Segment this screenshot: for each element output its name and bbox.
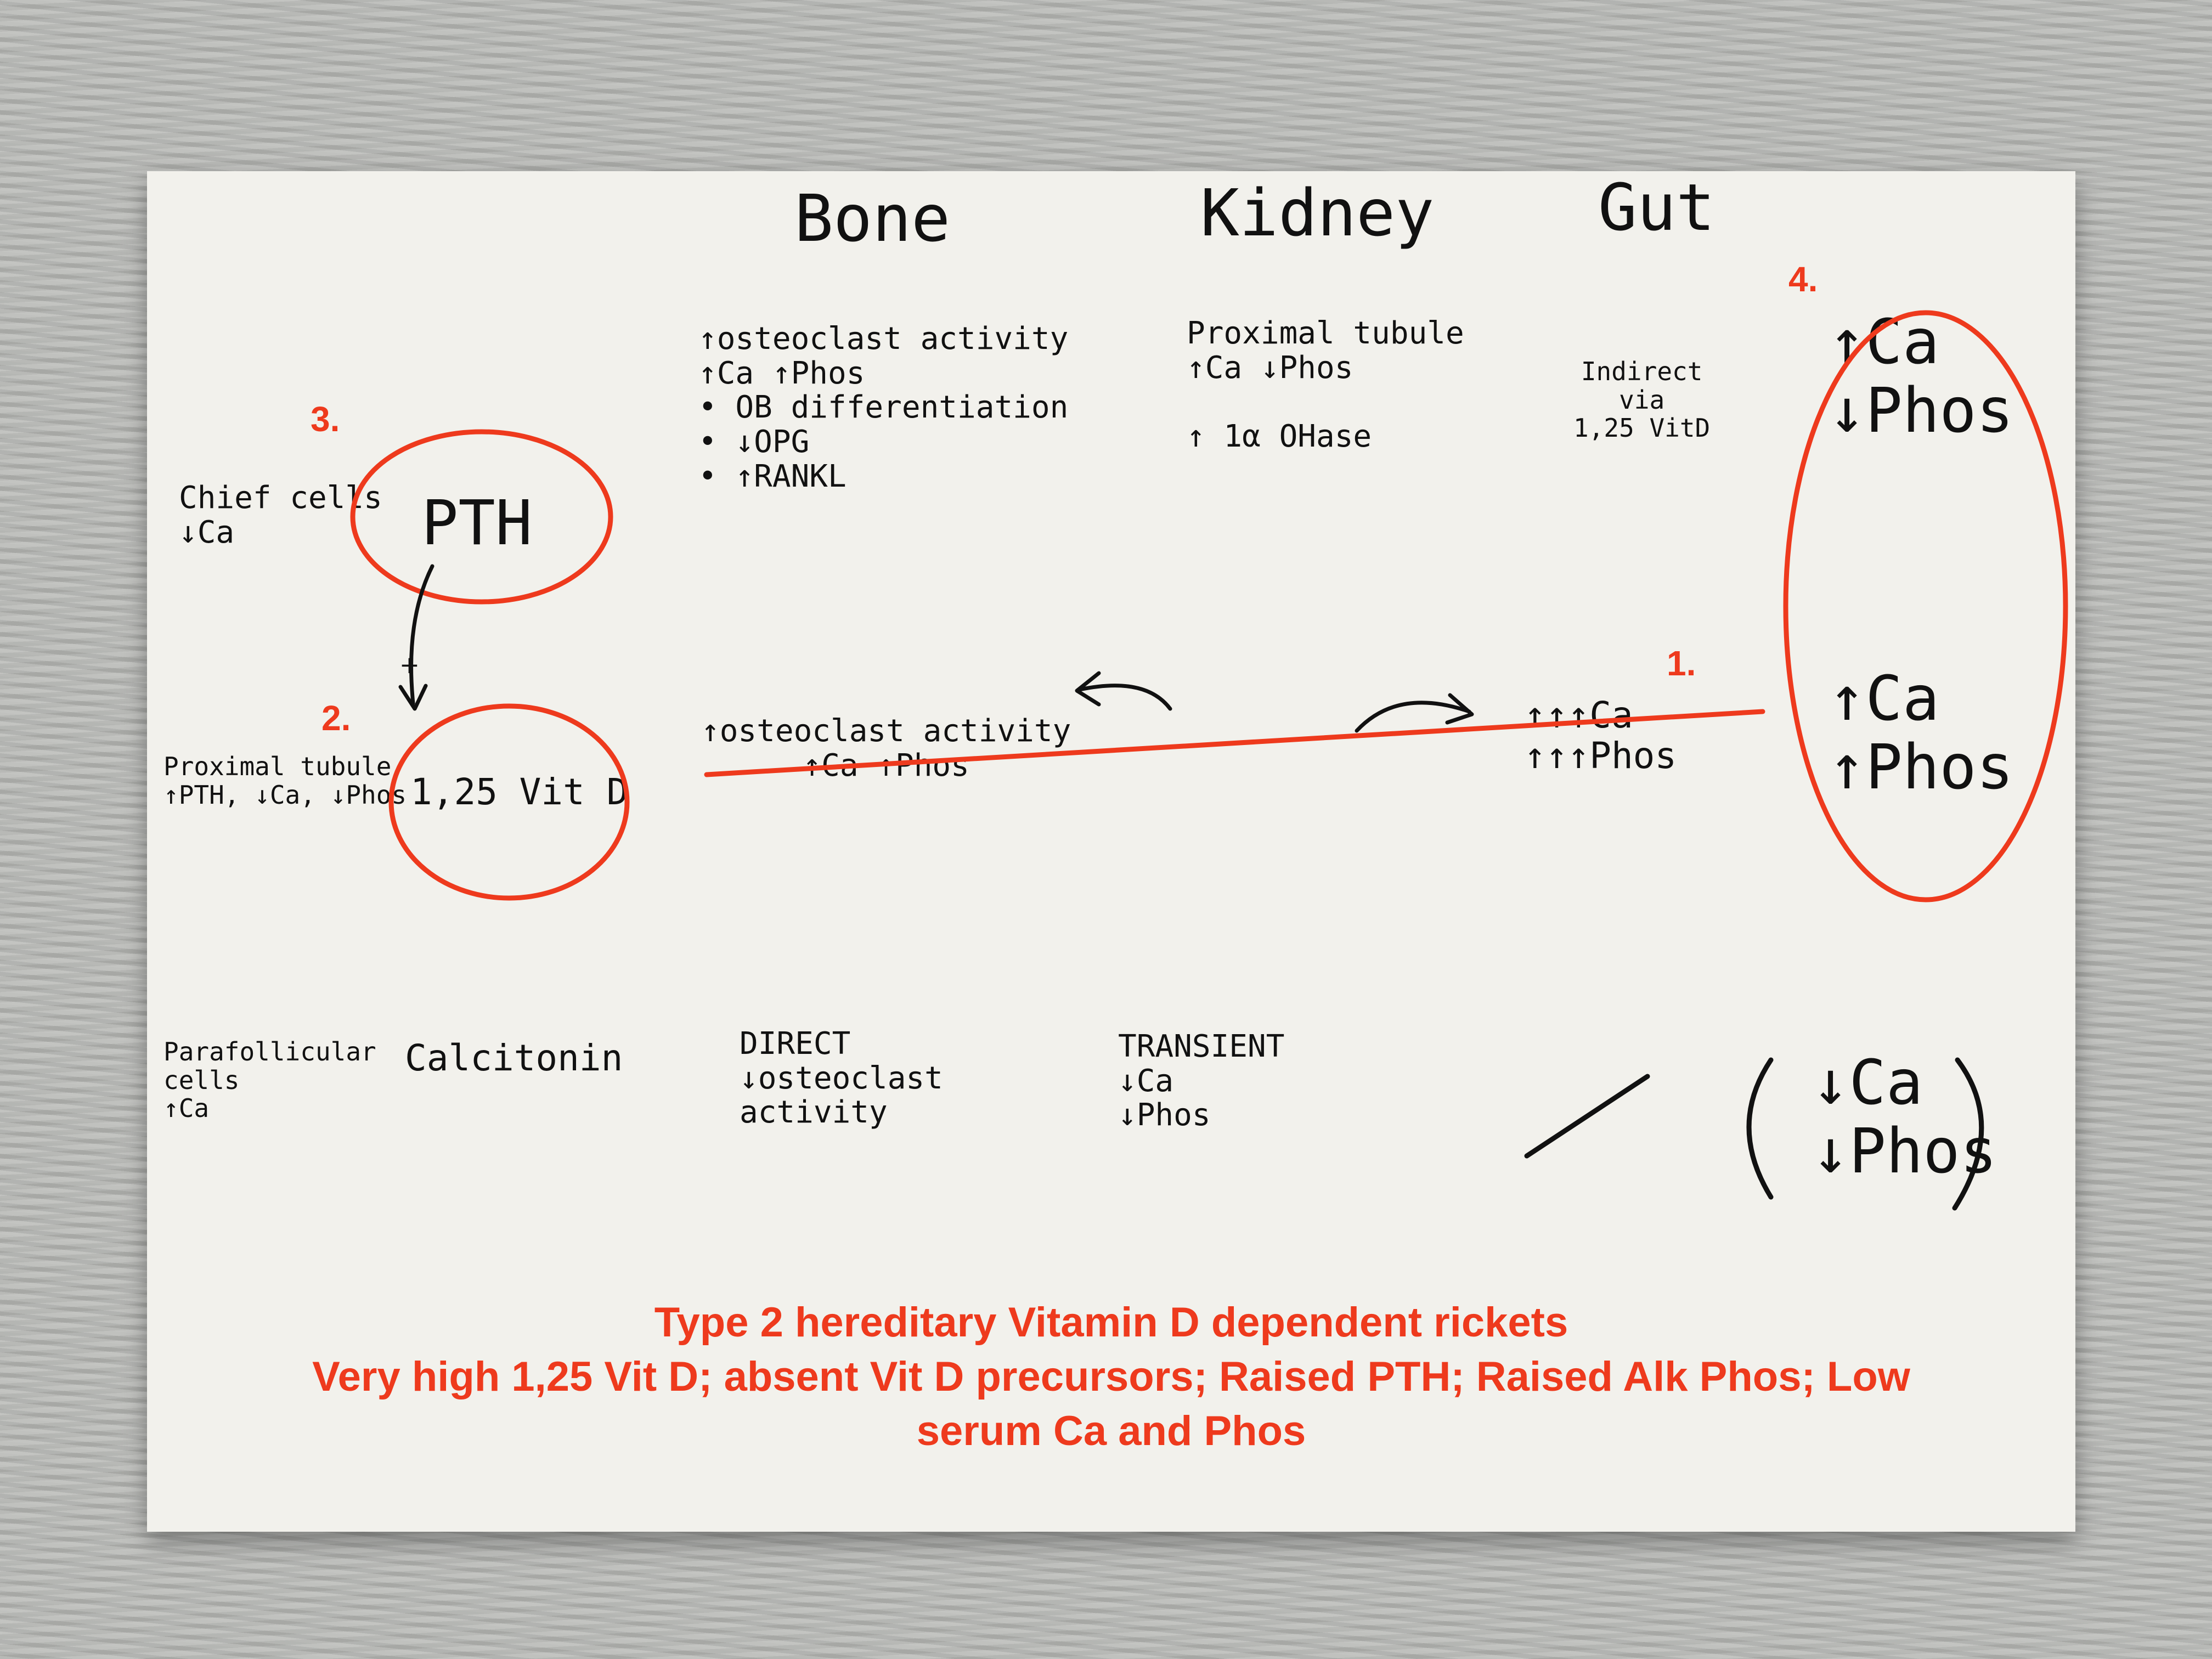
calcitonin-net-effect: ↓Ca ↓Phos [1812,1047,1997,1188]
pth-source-label: Chief cells ↓Ca [179,480,382,550]
pth-kidney-effects: Proximal tubule ↑Ca ↓Phos ↑ 1α OHase [1187,315,1464,455]
calcitonin-label: Calcitonin [405,1037,623,1079]
marker-3: 3. [311,399,340,439]
caption-title: Type 2 hereditary Vitamin D dependent ri… [654,1299,1568,1346]
left-parenthesis [1746,1057,1774,1200]
caption-detail: Very high 1,25 Vit D; absent Vit D precu… [312,1353,1910,1454]
calcitonin-source-label: Parafollicular cells ↑Ca [163,1037,376,1124]
curved-arrow-to-bone [1077,684,1172,711]
caption: Type 2 hereditary Vitamin D dependent ri… [147,1296,2075,1458]
strike-through-line [704,709,1765,777]
marker-1: 1. [1667,644,1696,683]
pth-label: PTH [421,488,533,559]
pth-gut-effects: Indirect via 1,25 VitD [1573,357,1711,443]
vitd-gut-effects: ↑↑↑Ca ↑↑↑Phos [1524,694,1677,777]
note-card: Bone Kidney Gut 1. 2. 3. 4. Chief cells … [147,171,2075,1532]
column-header-kidney: Kidney [1200,175,1435,251]
net-effect-circle [1783,310,2068,902]
pth-to-vitd-arrow [409,564,435,706]
vitd-circle [388,703,630,901]
pth-to-vitd-arrowhead [398,684,428,711]
curved-arrow-to-gut [1355,701,1471,733]
curved-arrow-to-bone-head [1075,671,1101,707]
calcitonin-bone-effects: DIRECT ↓osteoclast activity [740,1026,943,1131]
vitd-net-effect: ↑Ca ↑Phos [1829,663,2014,804]
marker-4: 4. [1788,259,1818,299]
pth-circle [350,429,613,605]
calcitonin-gut-dash [1524,1074,1650,1159]
column-header-bone: Bone [794,180,951,256]
vitd-label: 1,25 Vit D [410,771,629,813]
column-header-gut: Gut [1598,170,1716,245]
pth-bone-effects: ↑osteoclast activity ↑Ca ↑Phos • OB diff… [698,321,1069,494]
curved-arrow-to-gut-head [1445,693,1474,725]
annotation-overlay: + [350,310,2068,1211]
marker-2: 2. [321,698,351,738]
calcitonin-kidney-effects: TRANSIENT ↓Ca ↓Phos [1118,1029,1285,1133]
pth-to-vitd-sign: + [399,651,420,679]
right-parenthesis [1952,1057,1984,1211]
pth-net-effect: ↑Ca ↓Phos [1829,307,2014,447]
